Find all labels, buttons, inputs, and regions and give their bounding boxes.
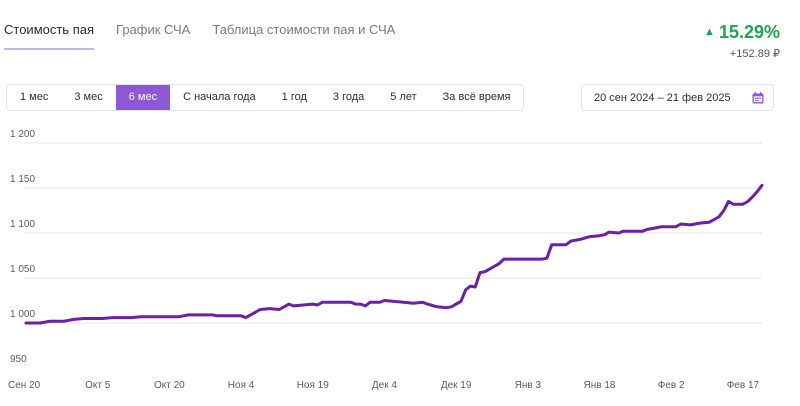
period-button-7[interactable]: 5 лет [377, 85, 430, 110]
y-tick-label: 1 200 [10, 130, 35, 140]
performance-summary: ▲ 15.29% +152.89 ₽ [704, 22, 780, 60]
x-tick-label: Фев 2 [658, 380, 685, 391]
tab-1[interactable]: Стоимость пая [4, 22, 95, 50]
x-tick-label: Янв 18 [584, 380, 616, 391]
period-button-6[interactable]: 3 года [319, 85, 378, 110]
y-tick-label: 1 150 [10, 174, 35, 185]
x-tick-label: Ноя 19 [297, 380, 330, 391]
period-button-1[interactable]: 1 мес [7, 85, 62, 110]
x-tick-label: Ноя 4 [228, 380, 255, 391]
period-button-8[interactable]: За всё время [429, 85, 524, 110]
series-line-1 [24, 183, 764, 325]
tab-3[interactable]: Таблица стоимости пая и СЧА [212, 22, 396, 37]
period-selector: 1 мес 3 мес 6 мес С начала года 1 год 3 года 5… [6, 84, 525, 111]
x-tick-label: Окт 5 [85, 380, 111, 391]
x-tick-label: Сен 20 [8, 380, 41, 391]
y-tick-label: 1 000 [10, 309, 35, 320]
period-button-5[interactable]: 1 год [268, 85, 320, 110]
y-tick-label: 1 100 [10, 219, 35, 230]
chart-grid [24, 142, 762, 324]
tab-2[interactable]: График СЧА [116, 22, 191, 37]
nav-line-chart: 1 200 1 150 1 100 1 050 1 000 950 Сен 20 Окт 5… [8, 130, 764, 391]
performance-percent: ▲ 15.29% [704, 22, 780, 43]
x-tick-label: Дек 4 [372, 380, 397, 391]
chart-series [24, 183, 764, 325]
triangle-up-icon: ▲ [704, 26, 715, 38]
performance-percent-value: 15.29% [718, 22, 780, 42]
y-tick-label: 1 050 [10, 264, 35, 275]
y-tick-label: 950 [10, 354, 27, 365]
y-axis: 1 200 1 150 1 100 1 050 1 000 950 [10, 130, 35, 365]
period-button-3[interactable]: 6 мес [115, 85, 171, 110]
x-tick-label: Окт 20 [154, 380, 185, 391]
period-button-2[interactable]: 3 мес [61, 85, 116, 110]
date-range-picker[interactable]: 20 сен 2024 – 21 фев 2025 [581, 84, 774, 111]
calendar-icon [752, 92, 764, 104]
tab-bar: Стоимость пая График СЧА Таблица стоимости… [4, 22, 417, 50]
x-axis: Сен 20 Окт 5 Окт 20 Ноя 4 Ноя 19 Дек 4 Дек 19 Я… [8, 380, 760, 391]
performance-amount: +152.89 ₽ [729, 48, 780, 60]
x-tick-label: Фев 17 [727, 380, 760, 391]
x-tick-label: Дек 19 [441, 380, 472, 391]
date-range-label: 20 сен 2024 – 21 фев 2025 [594, 91, 731, 104]
period-button-4[interactable]: С начала года [170, 85, 269, 110]
x-tick-label: Янв 3 [515, 380, 542, 391]
